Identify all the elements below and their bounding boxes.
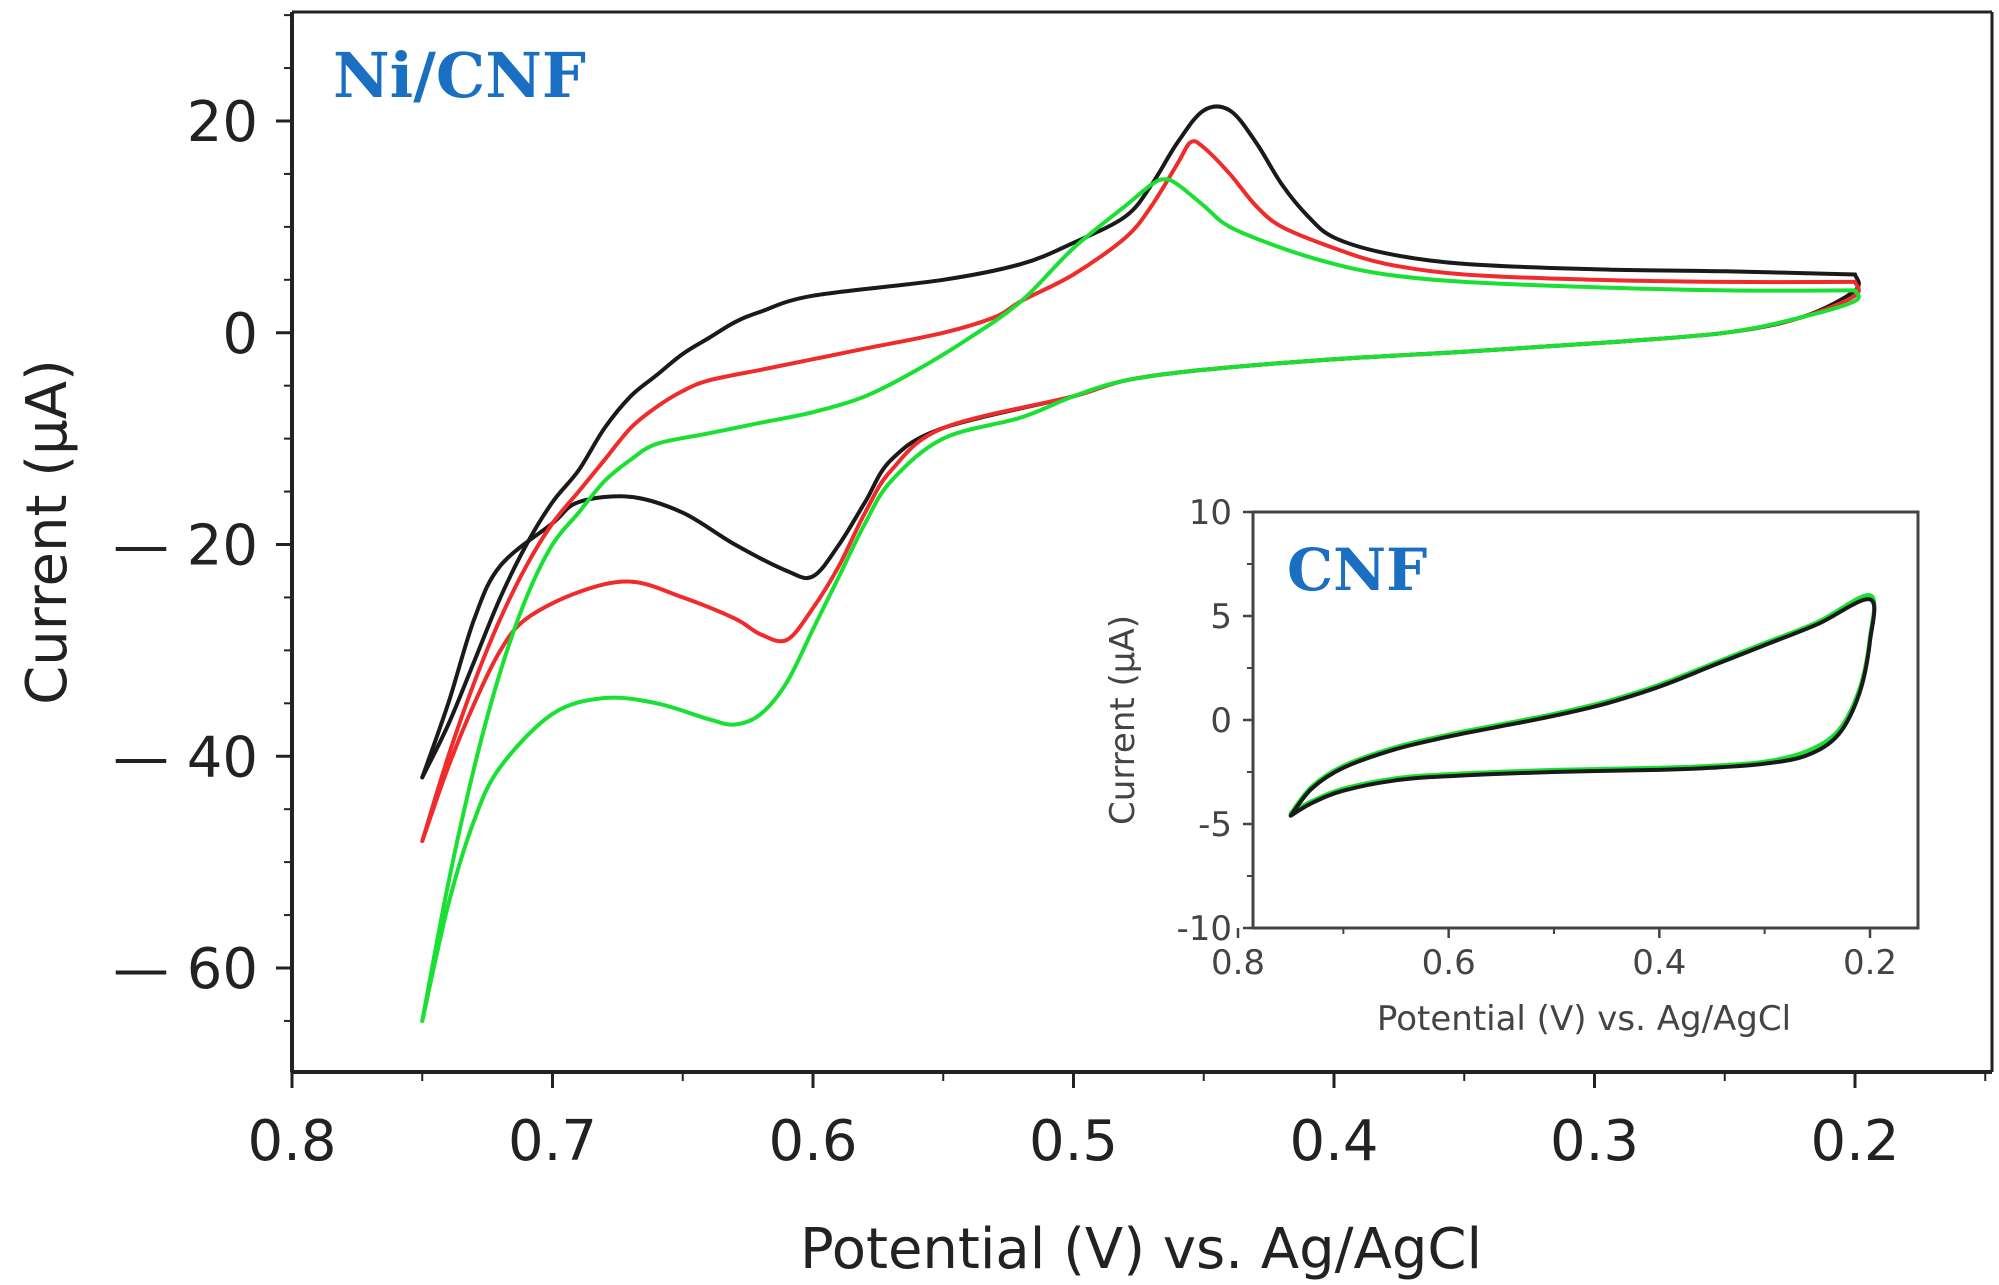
main-y-tick-label: 20 <box>187 90 258 155</box>
main-x-tick-label: 0.2 <box>1810 1109 1899 1174</box>
inset-y-tick-label: 5 <box>1210 597 1232 637</box>
inset-x-tick-label: 0.4 <box>1632 943 1686 983</box>
main-x-tick-label: 0.7 <box>508 1109 597 1174</box>
inset-y-tick-label: 0 <box>1210 701 1232 741</box>
main-x-tick-label: 0.5 <box>1029 1109 1118 1174</box>
inset-x-tick-label: 0.8 <box>1211 943 1265 983</box>
series-cycle-black-forward <box>420 104 1857 780</box>
main-y-axis-label: Current (μA) <box>15 359 80 705</box>
main-y-tick-label: — 20 <box>113 514 258 579</box>
inset-title: CNF <box>1287 536 1427 604</box>
inset-background <box>1251 510 1920 930</box>
main-x-tick-label: 0.3 <box>1550 1109 1639 1174</box>
main-x-axis-label: Potential (V) vs. Ag/AgCl <box>800 1217 1482 1282</box>
main-y-tick-label: 0 <box>222 302 258 367</box>
series-cnf-black <box>1288 597 1877 818</box>
main-y-tick-label: — 60 <box>113 937 258 1002</box>
main-x-tick-label: 0.4 <box>1289 1109 1378 1174</box>
inset-y-ticks: 10 5 0 -5 -10 <box>1176 493 1253 949</box>
main-series-group <box>420 104 1861 1023</box>
main-title: Ni/CNF <box>333 39 586 112</box>
inset-y-tick-label: -10 <box>1176 909 1232 949</box>
main-x-tick-label: 0.6 <box>768 1109 857 1174</box>
inset-x-ticks: 0.8 0.6 0.4 0.2 <box>1211 928 1897 983</box>
inset-y-axis-label: Current (μA) <box>1103 615 1143 825</box>
inset-x-tick-label: 0.2 <box>1843 943 1897 983</box>
main-y-tick-label: — 40 <box>113 725 258 790</box>
main-plot-area <box>290 10 1994 1074</box>
inset-plot-area <box>1251 510 1920 930</box>
inset-y-tick-label: 10 <box>1189 493 1232 533</box>
main-x-tick-label: 0.8 <box>247 1109 336 1174</box>
inset-series-group <box>1288 593 1877 818</box>
inset-x-axis-label: Potential (V) vs. Ag/AgCl <box>1377 999 1791 1039</box>
series-cycle-green-reverse <box>420 288 1861 1023</box>
inset-y-tick-label: -5 <box>1198 805 1232 845</box>
series-cycle-green-forward <box>420 177 1857 1023</box>
main-x-ticks: 0.8 0.7 0.6 0.5 0.4 0.3 0.2 <box>247 1072 1987 1174</box>
main-y-ticks: 20 0 — 20 — 40 — 60 <box>113 14 292 1022</box>
inset-x-tick-label: 0.6 <box>1422 943 1476 983</box>
